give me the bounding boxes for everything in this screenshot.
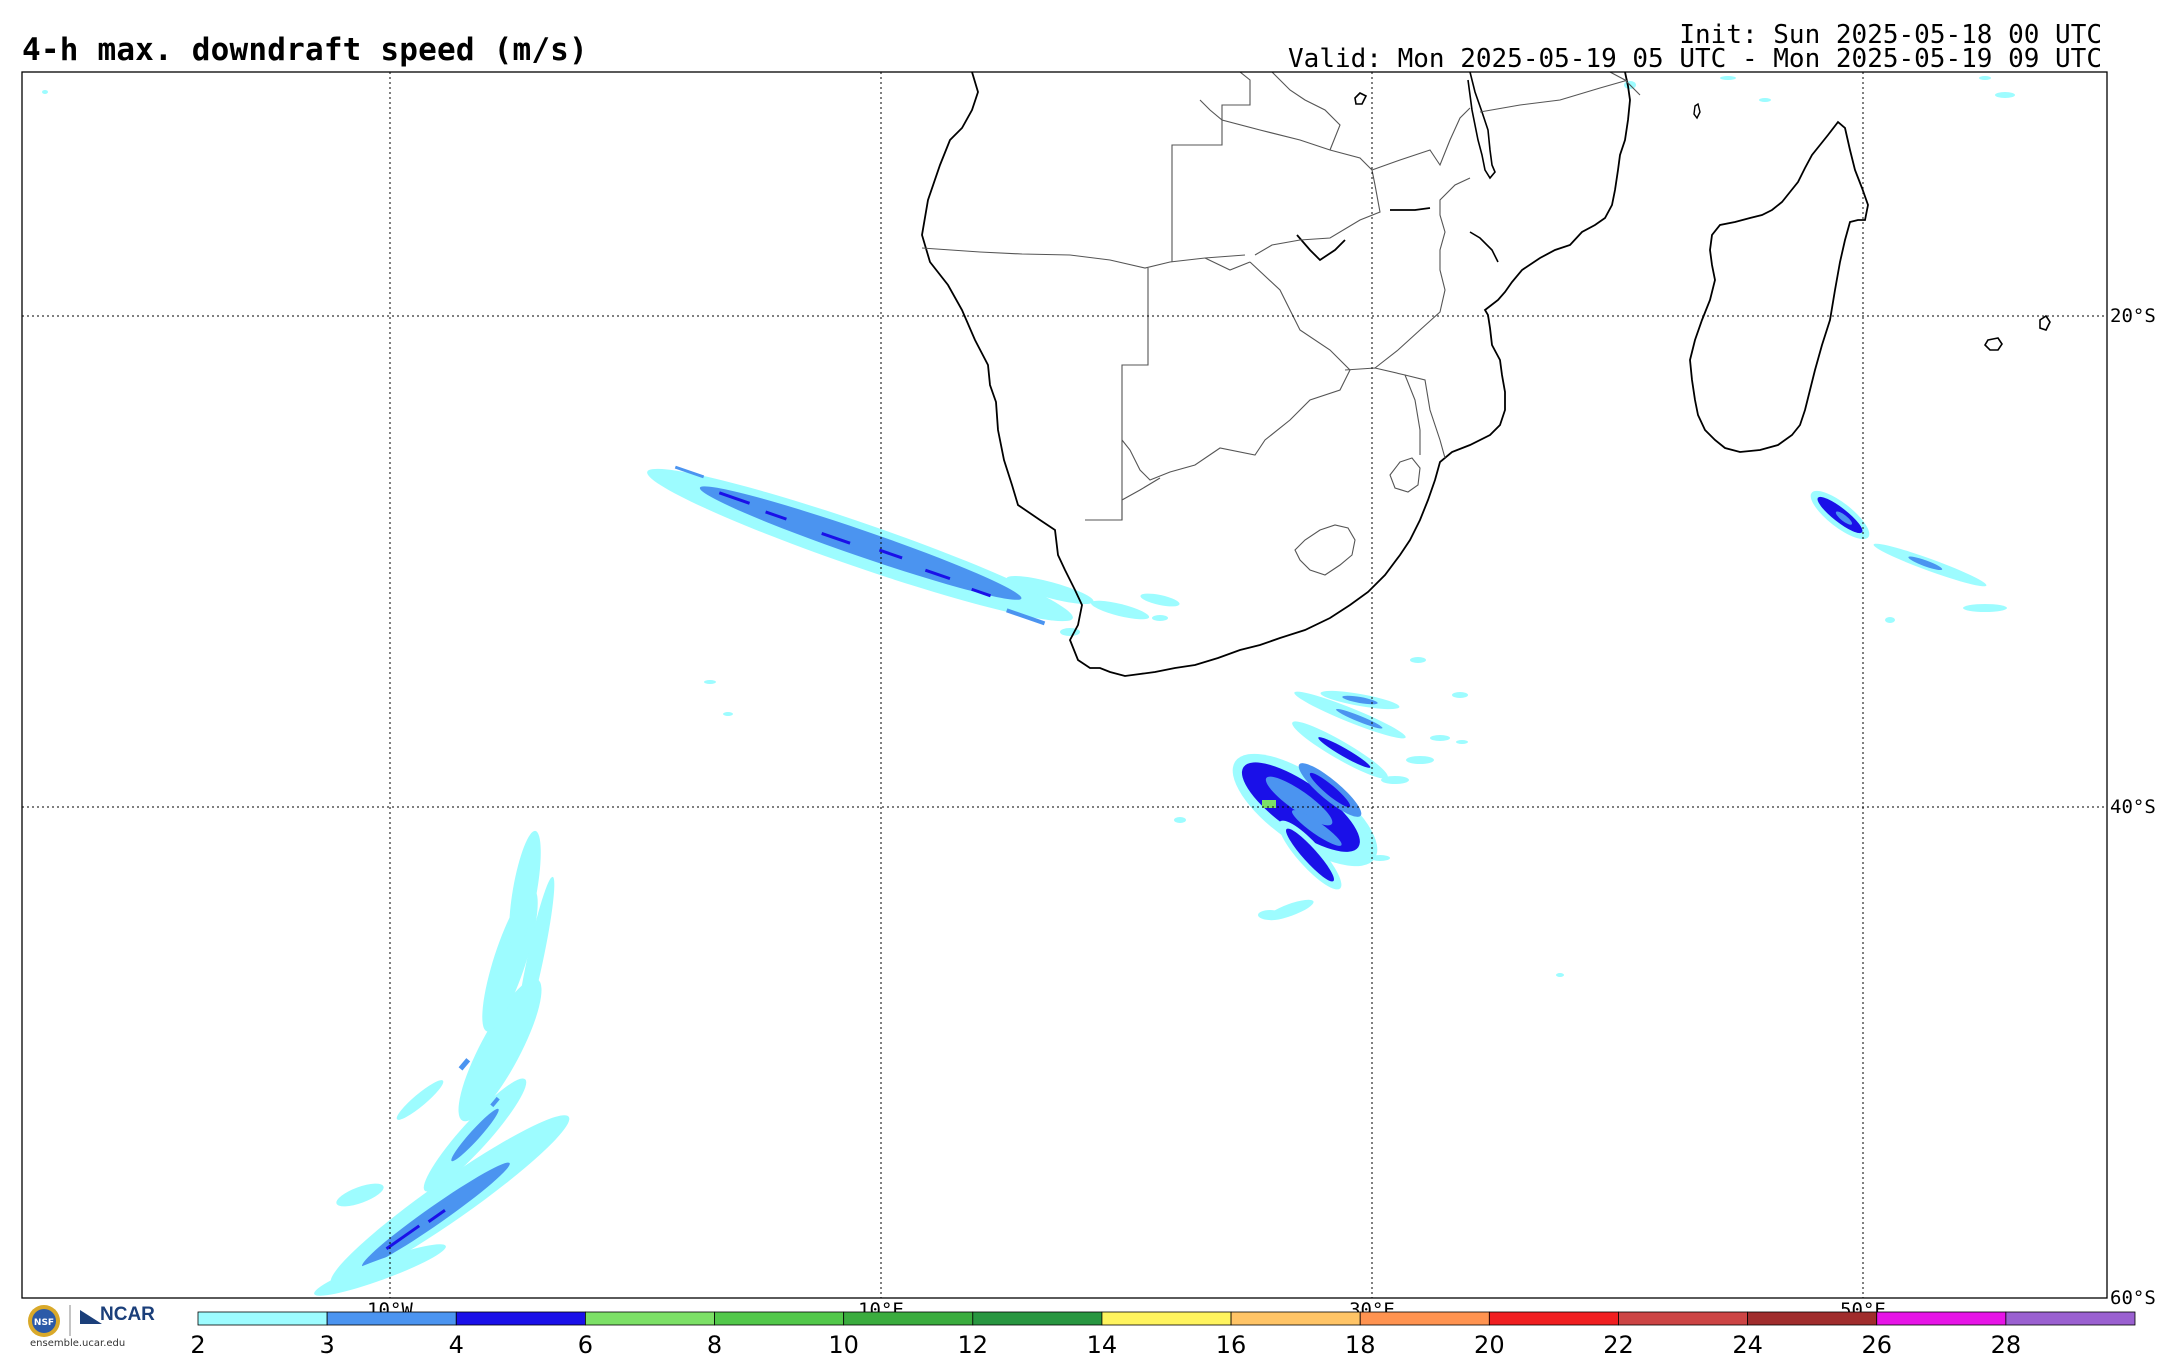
downdraft-shading — [42, 76, 2015, 1296]
lat-labels: 20°S 40°S 60°S — [2110, 305, 2156, 1309]
lesotho-border — [1294, 524, 1356, 576]
colorbar-swatch — [2005, 1311, 2136, 1326]
lat-label-40s: 40°S — [2110, 796, 2156, 818]
africa-coastline — [921, 72, 1631, 677]
coast-river — [1469, 231, 1499, 263]
shading-southwest-band — [314, 830, 570, 1296]
southern-zambia-border — [1204, 257, 1251, 271]
map-frame — [21, 71, 2108, 1299]
colorbar: 2 3 4 6 8 10 12 14 16 18 20 22 24 26 28 — [190, 1311, 2136, 1354]
kenya-border — [1609, 72, 1641, 96]
comoros-island — [1693, 102, 1701, 120]
ensemble-url: ensemble.ucar.edu — [30, 1338, 126, 1349]
south-africa-border — [1121, 477, 1161, 520]
colorbar-tick-label: 20 — [1474, 1331, 1505, 1354]
colorbar-swatch — [585, 1311, 715, 1326]
colorbar-tick-label: 10 — [828, 1331, 859, 1354]
tanzania-border — [1479, 79, 1629, 113]
colorbar-tick-label: 4 — [449, 1331, 464, 1354]
nsf-seal-inner — [32, 1309, 56, 1333]
shading-cape-streak — [647, 465, 1180, 636]
colorbar-swatch — [1618, 1311, 1749, 1326]
colorbar-tick-label: 26 — [1861, 1331, 1892, 1354]
namibia-border — [921, 247, 1246, 269]
valid-time-range: Valid: Mon 2025-05-19 05 UTC - Mon 2025-… — [1288, 44, 2102, 74]
init-time: Init: Sun 2025-05-18 00 UTC — [1679, 20, 2102, 50]
colorbar-swatch — [1747, 1311, 1878, 1326]
drc-border — [1271, 72, 1341, 151]
reunion-island — [1983, 337, 2003, 351]
colorbar-tick-label: 24 — [1732, 1331, 1763, 1354]
shading-east-madagascar — [42, 76, 2015, 977]
colorbar-tick-label: 12 — [958, 1331, 989, 1354]
colorbar-swatch — [326, 1311, 457, 1326]
lat-label-60s: 60°S — [2110, 1287, 2156, 1309]
eswatini-border — [1389, 457, 1421, 493]
zimbabwe-border — [1344, 367, 1446, 459]
small-lake — [1354, 92, 1368, 105]
colorbar-tick-label: 8 — [707, 1331, 722, 1354]
colorbar-tick-label: 28 — [1991, 1331, 2022, 1354]
coastlines — [921, 72, 2051, 677]
lake-cahora-bassa — [1390, 207, 1431, 211]
lake-kariba — [1296, 234, 1346, 262]
svg-text:NSF: NSF — [34, 1318, 54, 1328]
angola-border — [1171, 72, 1251, 262]
namibia-botswana-border — [1085, 268, 1149, 521]
colorbar-swatch — [1359, 1311, 1490, 1326]
ncar-logo-text: NCAR — [100, 1304, 155, 1325]
colorbar-swatch — [1488, 1311, 1619, 1326]
country-borders — [921, 72, 1641, 576]
colorbar-swatch — [972, 1311, 1103, 1326]
lake-victoria-malawi — [1467, 72, 1496, 180]
ncar-logo-icon — [80, 1310, 102, 1324]
colorbar-swatch — [843, 1311, 974, 1326]
colorbar-swatch — [1230, 1311, 1361, 1326]
zambia-border — [1199, 99, 1381, 256]
colorbar-tick-label: 22 — [1603, 1331, 1634, 1354]
colorbar-swatch — [714, 1311, 845, 1326]
madagascar-coastline — [1689, 120, 1869, 453]
nsf-logo: NSF — [28, 1305, 60, 1337]
colorbar-tick-label: 3 — [319, 1331, 334, 1354]
colorbar-swatch — [1101, 1311, 1232, 1326]
mozambique-border — [1374, 177, 1471, 369]
colorbar-swatch — [455, 1311, 586, 1326]
mauritius-island — [2039, 314, 2051, 331]
colorbar-tick-label: 16 — [1216, 1331, 1247, 1354]
mozambique-sa-border — [1404, 374, 1421, 455]
map-title: 4-h max. downdraft speed (m/s) — [22, 32, 588, 68]
colorbar-tick-label: 14 — [1087, 1331, 1118, 1354]
botswana-border — [1121, 261, 1351, 481]
gridlines — [22, 72, 2107, 1298]
colorbar-swatch — [197, 1311, 328, 1326]
colorbar-tick-label: 2 — [190, 1331, 205, 1354]
zambia-malawi-border — [1371, 107, 1471, 171]
lat-label-20s: 20°S — [2110, 305, 2156, 327]
colorbar-tick-label: 6 — [578, 1331, 593, 1354]
colorbar-tick-label: 18 — [1345, 1331, 1376, 1354]
colorbar-swatch — [1876, 1311, 2007, 1326]
shading-southern-ocean-cluster — [1174, 690, 1468, 921]
